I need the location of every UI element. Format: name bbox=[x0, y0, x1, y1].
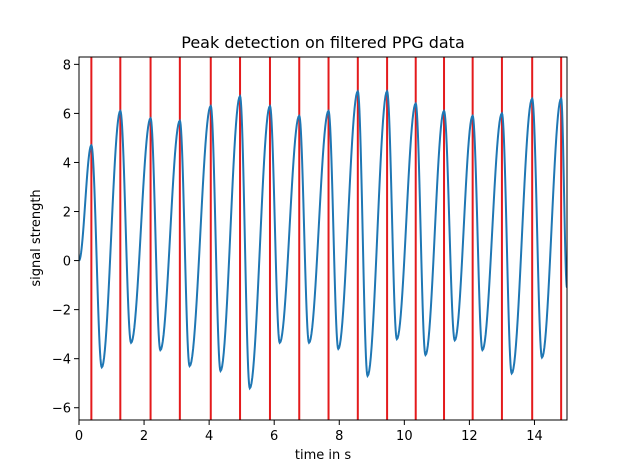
y-tick-label: −2 bbox=[52, 304, 71, 319]
y-tick-label: 2 bbox=[63, 206, 71, 221]
y-tick-label: 4 bbox=[63, 156, 71, 171]
x-tick-label: 4 bbox=[205, 429, 213, 444]
x-tick-label: 14 bbox=[526, 429, 543, 444]
y-tick-label: −6 bbox=[52, 402, 71, 417]
x-tick-label: 2 bbox=[140, 429, 148, 444]
plot-frame bbox=[78, 56, 568, 421]
signal-line bbox=[79, 89, 567, 391]
y-tick-label: 0 bbox=[63, 255, 71, 270]
x-tick-label: 10 bbox=[396, 429, 413, 444]
y-tick-label: 8 bbox=[63, 58, 71, 73]
y-tick-label: 6 bbox=[63, 107, 71, 122]
x-tick-label: 8 bbox=[335, 429, 343, 444]
x-tick-label: 12 bbox=[461, 429, 478, 444]
chart-title: Peak detection on filtered PPG data bbox=[181, 33, 465, 52]
x-tick-label: 0 bbox=[75, 429, 83, 444]
x-tick-label: 6 bbox=[270, 429, 278, 444]
x-axis-label: time in s bbox=[295, 448, 351, 463]
y-tick-label: −4 bbox=[52, 353, 71, 368]
y-axis-label: signal strength bbox=[29, 189, 44, 286]
